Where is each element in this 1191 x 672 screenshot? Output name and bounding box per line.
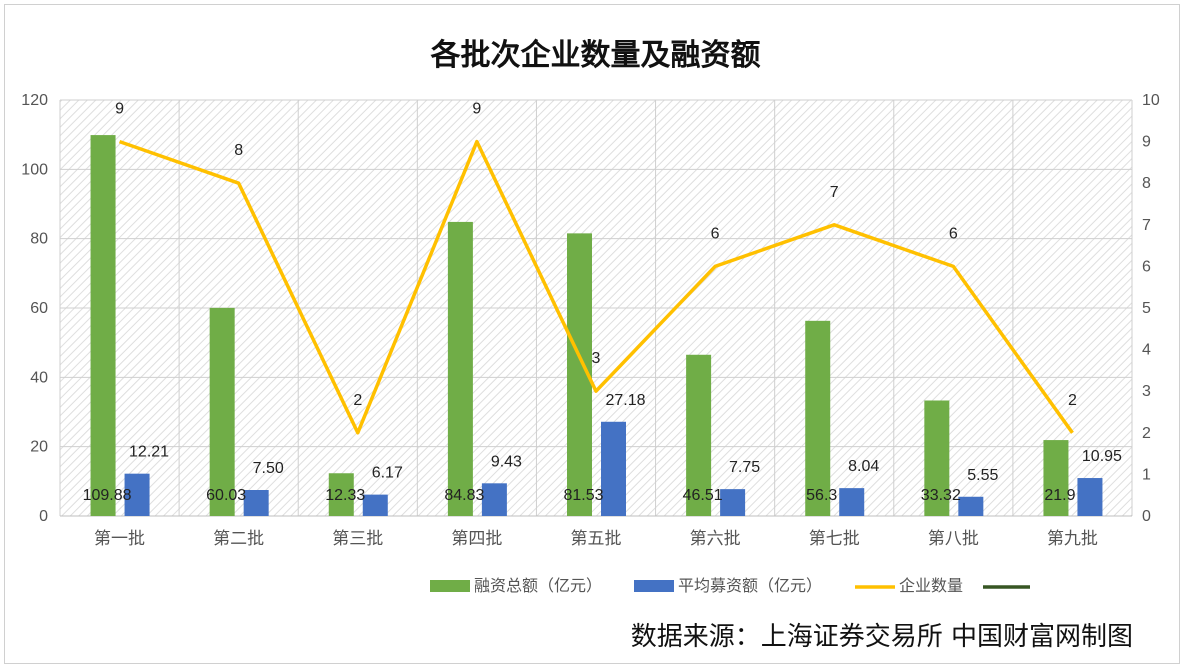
y-left-tick-label: 80 [30,231,48,248]
legend-label-company-count: 企业数量 [899,576,963,595]
bar-avg-raise [243,490,269,516]
y-left-tick-label: 100 [21,161,48,178]
data-label-company-count: 3 [592,350,601,367]
bar-total-financing [209,307,235,516]
x-tick-label: 第七批 [809,529,860,549]
y-right-tick-label: 10 [1142,92,1160,109]
y-right-tick-label: 9 [1142,134,1151,151]
legend-label-avg-raise: 平均募资额（亿元） [678,576,822,595]
data-label-avg-raise: 5.55 [967,467,998,484]
bar-avg-raise [481,483,507,516]
x-tick-label: 第六批 [690,529,741,549]
y-right-tick-label: 6 [1142,258,1151,275]
data-label-avg-raise: 12.21 [129,444,169,461]
y-right-tick-label: 4 [1142,342,1151,359]
x-tick-label: 第二批 [213,529,264,549]
y-right-tick-label: 1 [1142,466,1151,483]
data-label-company-count: 9 [472,101,481,118]
data-label-company-count: 2 [353,392,362,409]
data-label-total-financing: 21.9 [1044,487,1075,504]
data-label-total-financing: 56.3 [806,487,837,504]
bar-avg-raise [362,494,388,516]
data-label-company-count: 8 [234,142,243,159]
y-right-tick-label: 2 [1142,425,1151,442]
y-right-tick-label: 7 [1142,217,1151,234]
x-tick-label: 第四批 [451,529,502,549]
source-note: 数据来源：上海证券交易所 中国财富网制图 [630,622,1133,652]
data-label-company-count: 6 [711,225,720,242]
bar-total-financing [90,135,116,516]
data-label-company-count: 9 [115,101,124,118]
bar-avg-raise [839,488,865,516]
data-label-total-financing: 12.33 [325,487,365,504]
legend-label-total-financing: 融资总额（亿元） [474,576,602,595]
data-label-avg-raise: 6.17 [372,465,403,482]
x-tick-label: 第九批 [1047,529,1098,549]
x-tick-label: 第五批 [571,529,622,549]
x-tick-label: 第三批 [332,529,383,549]
bar-avg-raise [958,496,984,516]
data-label-company-count: 7 [830,184,839,201]
data-label-total-financing: 60.03 [206,487,246,504]
y-right-tick-label: 5 [1142,300,1151,317]
data-label-avg-raise: 8.04 [848,458,879,475]
data-label-company-count: 2 [1068,392,1077,409]
bar-avg-raise [1077,478,1103,516]
data-label-total-financing: 46.51 [683,487,723,504]
y-left-tick-label: 20 [30,439,48,456]
data-label-avg-raise: 7.50 [253,460,284,477]
chart-title: 各批次企业数量及融资额 [430,38,761,73]
y-left-tick-label: 40 [30,369,48,386]
data-label-avg-raise: 9.43 [491,453,522,470]
data-label-avg-raise: 27.18 [605,392,645,409]
bar-avg-raise [720,489,746,516]
data-label-total-financing: 109.88 [83,487,132,504]
bar-total-financing [805,320,831,516]
y-left-tick-label: 60 [30,300,48,317]
bar-avg-raise [601,421,626,516]
y-right-tick-label: 8 [1142,175,1151,192]
y-right-tick-label: 0 [1142,508,1151,525]
bar-total-financing [924,400,950,516]
line-company-count [118,139,1074,435]
data-label-avg-raise: 7.75 [729,459,760,476]
y-right-tick-label: 3 [1142,383,1151,400]
data-label-total-financing: 33.32 [921,487,961,504]
bar-avg-raise [124,473,150,516]
bar-total-financing [686,354,712,516]
legend-swatch-avg-raise [634,580,674,592]
bar-total-financing [328,473,354,516]
legend-swatch-total-financing [430,580,470,592]
bar-total-financing [1043,440,1069,516]
y-left-tick-label: 0 [39,508,48,525]
data-label-avg-raise: 10.95 [1082,448,1122,465]
bar-total-financing [447,221,473,516]
x-tick-label: 第一批 [94,529,145,549]
data-label-company-count: 6 [949,225,958,242]
y-left-tick-label: 120 [21,92,48,109]
x-tick-label: 第八批 [928,529,979,549]
data-label-total-financing: 81.53 [563,487,603,504]
data-label-total-financing: 84.83 [444,487,484,504]
